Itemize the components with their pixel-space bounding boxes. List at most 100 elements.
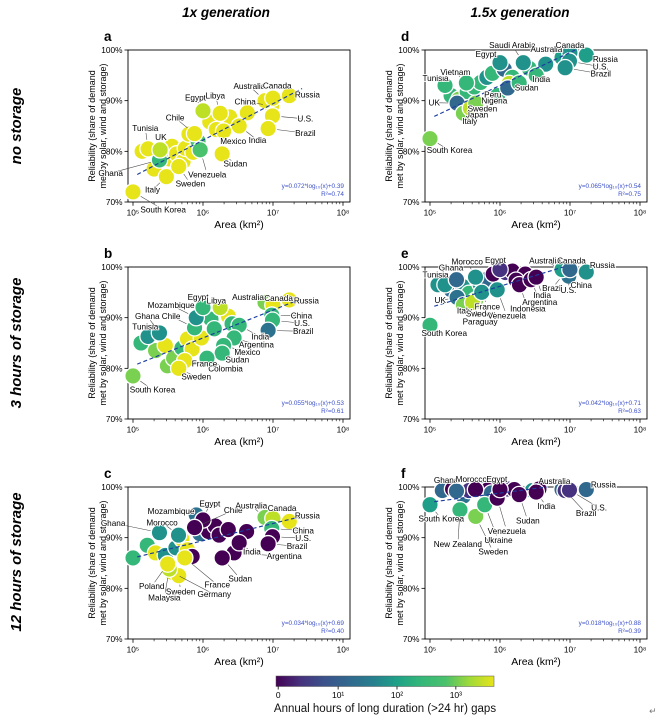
label-libya: Libya (207, 297, 227, 306)
label-peru: Peru (484, 90, 502, 99)
label-india: India (533, 291, 551, 300)
label-sweden: Sweden (181, 373, 211, 382)
fit-equation-a: y=0.072*log₁₀(x)+0.39 (282, 183, 345, 190)
return-mark: ↵ (649, 706, 657, 716)
label-india: India (243, 548, 261, 557)
y-tick-label: 100% (101, 262, 123, 272)
x-tick-label: 10⁷ (564, 208, 576, 218)
leader-australia (550, 51, 555, 54)
point-ghana (447, 482, 466, 500)
point-ghana (150, 523, 169, 542)
point-morocco (466, 268, 485, 286)
x-axis-title: Area (km²) (214, 219, 264, 231)
label-morocco: Morocco (452, 258, 484, 267)
panel-a: 100% 90% 80% 70% 10⁵ 10⁶ 10⁷ 10⁸ Area (km²) Relia… (87, 29, 351, 231)
leader-china (280, 528, 299, 531)
point-vietnam (457, 74, 476, 92)
label-brazil: Brazil (542, 284, 563, 293)
x-tick-label: 10⁶ (494, 208, 507, 218)
label-u-s-: U.S. (295, 534, 311, 543)
leader-morocco (165, 525, 172, 530)
label-tunisia: Tunisia (132, 323, 159, 332)
point-south-korea (124, 367, 142, 385)
label-egypt: Egypt (188, 293, 210, 302)
point-colombia (198, 349, 216, 368)
leader-saudi-arabia (514, 49, 519, 56)
label-u-s-: U.S. (560, 286, 576, 295)
point-india (527, 268, 546, 286)
label-australia: Australia (539, 477, 571, 486)
label-paraguay: Paraguay (463, 318, 499, 327)
y-axis-title-line2: met by solar, wind and storage) (98, 280, 108, 405)
point-venezuela (191, 140, 210, 159)
label-russia: Russia (295, 90, 320, 99)
label-sudan: Sudan (515, 83, 539, 92)
label-ghana: Ghana (101, 519, 126, 528)
y-tick-label: 90% (403, 533, 420, 543)
leader-russia (594, 266, 598, 269)
leader-brazil (555, 278, 560, 285)
x-tick-label: 10⁸ (634, 208, 647, 218)
leader-france (191, 563, 214, 582)
label-russia: Russia (591, 480, 616, 489)
label-new-zealand: New Zealand (434, 540, 483, 549)
label-china: China (234, 97, 256, 106)
y-tick-label: 100% (398, 482, 420, 492)
point-egypt (194, 298, 212, 317)
y-axis-title-line2: met by solar, wind and storage) (395, 63, 405, 188)
label-mexico: Mexico (220, 137, 246, 146)
colorbar-gradient-bar (275, 675, 495, 687)
x-tick-label: 10⁷ (267, 208, 279, 218)
y-tick-label: 80% (403, 363, 420, 373)
y-tick-label: 80% (106, 583, 123, 593)
leader-india (246, 329, 257, 335)
label-sweden: Sweden (166, 588, 196, 597)
fit-equation-e: y=0.042*log₁₀(x)+0.71 (579, 400, 642, 407)
x-tick-label: 10⁵ (424, 208, 437, 218)
label-sweden: Sweden (468, 105, 498, 114)
label-france: France (205, 581, 231, 590)
leader-peru (497, 91, 500, 93)
leader-brazil (573, 68, 596, 74)
fit-r2-c: R²=0.40 (321, 628, 344, 635)
panels-container: 100% 90% 80% 70% 10⁵ 10⁶ 10⁷ 10⁸ Area (km²) Relia… (87, 29, 648, 668)
label-india: India (249, 136, 267, 145)
x-tick-label: 10⁸ (337, 425, 350, 435)
y-tick-label: 80% (106, 146, 123, 156)
label-uk: UK (155, 133, 167, 142)
y-tick-label: 90% (403, 313, 420, 323)
y-axis-title-line2: met by solar, wind and storage) (98, 63, 108, 188)
label-china: China (571, 281, 593, 290)
panel-letter-c: c (104, 466, 112, 481)
leader-mozambique (175, 511, 188, 514)
label-u-s-: U.S. (297, 115, 313, 124)
label-canada: Canada (264, 294, 293, 303)
column-header-1-5x: 1.5x generation (470, 5, 569, 20)
x-axis-title: Area (km²) (214, 656, 264, 668)
y-tick-label: 90% (106, 533, 123, 543)
x-tick-label: 10⁶ (197, 425, 210, 435)
point-poland (158, 555, 177, 573)
leader-italy (155, 182, 161, 187)
leader-india (541, 499, 544, 503)
point-india (230, 533, 249, 552)
point-libya (211, 298, 230, 317)
label-u-s-: U.S. (593, 63, 609, 72)
y-tick-label: 100% (101, 482, 123, 492)
label-argentina: Argentina (239, 340, 274, 349)
leader-russia (595, 56, 601, 59)
x-axis-title: Area (km²) (511, 436, 561, 448)
y-tick-label: 70% (106, 634, 123, 644)
point-unlabeled (205, 319, 224, 338)
label-russia: Russia (294, 297, 319, 306)
label-brazil: Brazil (591, 70, 612, 79)
point-italy (157, 167, 176, 186)
y-tick-label: 100% (398, 262, 420, 272)
leader-egypt (206, 508, 209, 512)
colorbar-tick-label: 10¹ (332, 690, 344, 700)
x-tick-label: 10⁵ (127, 425, 140, 435)
x-tick-label: 10⁷ (267, 645, 279, 655)
point-morocco (169, 526, 188, 544)
leader-south-korea (437, 329, 441, 332)
